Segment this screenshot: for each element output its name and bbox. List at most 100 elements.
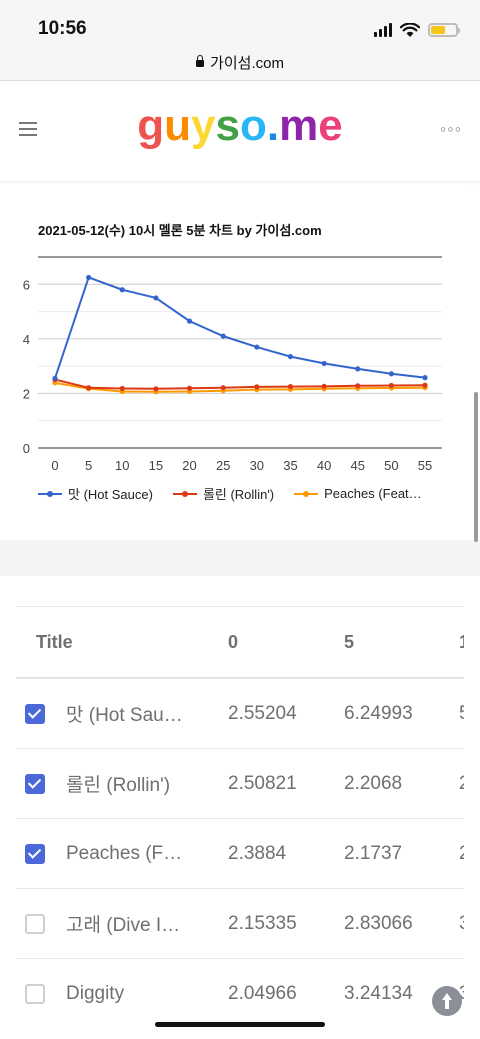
cell-title: Peaches (F…: [66, 842, 183, 864]
row-checkbox[interactable]: [25, 843, 45, 864]
data-point: [422, 382, 428, 388]
data-point: [119, 287, 125, 293]
logo-letter: g: [137, 101, 165, 150]
x-tick-label: 5: [85, 458, 92, 473]
site-header: guyso.me ◦◦◦: [0, 81, 480, 181]
data-point: [86, 385, 92, 391]
data-point: [355, 366, 361, 372]
cell-col-10: 3: [459, 913, 464, 935]
home-indicator: [155, 1022, 325, 1027]
data-point: [287, 384, 294, 390]
table-row[interactable]: 맛 (Hot Sau… 2.55204 6.24993 5: [16, 678, 464, 748]
chart-legend: 맛 (Hot Sauce) 롤린 (Rollin') Peaches (Feat…: [38, 484, 448, 503]
legend-label: 롤린 (Rollin'): [202, 487, 275, 502]
row-checkbox[interactable]: [25, 983, 45, 1004]
logo-letter: .: [266, 101, 280, 150]
section-divider: [0, 540, 480, 576]
table-row[interactable]: 고래 (Dive In… 2.15335 2.83066 3: [16, 888, 464, 958]
url-text: 가이섬.com: [210, 55, 284, 72]
cell-col-5: 2.83066: [344, 912, 413, 934]
chart-title: 2021-05-12(수) 10시 멜론 5분 차트 by 가이섬.com: [38, 223, 322, 238]
cell-col-5: 2.1737: [344, 842, 403, 864]
wifi-icon: [400, 22, 420, 37]
legend-item[interactable]: 맛 (Hot Sauce): [38, 484, 153, 503]
x-tick-label: 30: [250, 458, 264, 473]
status-bar: 10:56: [0, 0, 480, 46]
data-point: [153, 386, 159, 392]
y-tick-label: 2: [23, 386, 30, 401]
cell-col-5: 2.2068: [344, 772, 403, 794]
row-checkbox[interactable]: [25, 703, 45, 724]
y-tick-label: 6: [23, 277, 30, 292]
x-tick-label: 15: [149, 458, 163, 473]
cell-col-0: 2.55204: [228, 702, 297, 724]
cell-title: Diggity: [66, 982, 125, 1004]
data-point: [86, 274, 92, 281]
data-point: [220, 385, 226, 391]
header-col-0[interactable]: 0: [228, 631, 239, 652]
x-tick-label: 25: [216, 458, 230, 473]
cell-col-0: 2.04966: [228, 982, 297, 1004]
more-options-icon[interactable]: ◦◦◦: [439, 119, 462, 139]
legend-label: Peaches (Feat…: [324, 486, 422, 501]
header-col-10[interactable]: 10: [459, 632, 464, 653]
y-tick-label: 4: [23, 332, 30, 347]
logo-letter: m: [279, 101, 319, 150]
x-tick-label: 10: [115, 458, 129, 473]
x-tick-label: 50: [384, 458, 398, 473]
scroll-indicator: [474, 392, 478, 542]
table-header-row: Title 0 5 10: [16, 606, 464, 679]
legend-item[interactable]: 롤린 (Rollin'): [172, 484, 275, 503]
logo-letter: s: [215, 101, 240, 150]
legend-item[interactable]: Peaches (Feat…: [294, 486, 422, 501]
legend-swatch: [294, 490, 319, 497]
x-tick-label: 45: [350, 458, 364, 473]
data-point: [52, 375, 58, 381]
cell-col-0: 2.50821: [228, 772, 297, 794]
chart-card: 2021-05-12(수) 10시 멜론 5분 차트 by 가이섬.com 0 2…: [0, 184, 470, 536]
data-point: [186, 318, 193, 324]
logo-letter: e: [318, 101, 343, 150]
series-line: [54, 381, 426, 393]
data-point: [321, 360, 327, 367]
logo-letter: u: [164, 101, 192, 150]
cell-title: 고래 (Dive In…: [66, 915, 184, 936]
header-col-5[interactable]: 5: [344, 631, 355, 652]
cell-col-10: 2: [459, 773, 464, 795]
table-row[interactable]: Peaches (F… 2.3884 2.1737 2: [16, 818, 464, 888]
row-checkbox[interactable]: [25, 773, 45, 794]
legend-label: 맛 (Hot Sauce): [68, 487, 153, 502]
cell-col-0: 2.3884: [228, 842, 287, 864]
site-logo[interactable]: guyso.me: [0, 101, 480, 151]
table-row[interactable]: Diggity 2.04966 3.24134 3: [16, 958, 464, 1028]
cell-title: 롤린 (Rollin'): [66, 775, 171, 796]
x-tick-label: 20: [182, 458, 196, 473]
data-point: [321, 383, 327, 389]
status-time: 10:56: [38, 18, 87, 39]
data-point: [422, 375, 428, 381]
cell-col-5: 6.24993: [344, 702, 413, 724]
x-tick-label: 40: [317, 458, 331, 473]
data-point: [220, 333, 226, 339]
logo-letter: o: [240, 101, 267, 150]
legend-swatch: [172, 490, 197, 497]
header-title[interactable]: Title: [36, 631, 73, 652]
legend-swatch: [38, 490, 62, 497]
cell-col-10: 3: [459, 983, 464, 1005]
cell-col-0: 2.15335: [228, 912, 297, 934]
row-checkbox[interactable]: [25, 913, 45, 934]
data-point: [287, 353, 294, 360]
line-chart: 0 2 4 6 0 5 10 15 20 25 30 35 40 45 50 55: [23, 256, 442, 473]
data-point: [153, 295, 159, 301]
data-table: Title 0 5 10 맛 (Hot Sau… 2.55204 6.24993 5 롤…: [16, 606, 464, 1039]
series-line: [54, 378, 426, 390]
table-row[interactable]: 롤린 (Rollin') 2.50821 2.2068 2: [16, 748, 464, 818]
scroll-to-top-button[interactable]: [432, 986, 462, 1016]
lock-icon: [196, 55, 205, 67]
cell-col-10: 2: [459, 843, 464, 865]
logo-letter: y: [191, 101, 216, 150]
status-icons: [374, 20, 460, 40]
menu-icon[interactable]: [19, 122, 37, 136]
browser-url-bar[interactable]: 가이섬.com: [0, 46, 480, 81]
x-tick-label: 35: [283, 458, 297, 473]
